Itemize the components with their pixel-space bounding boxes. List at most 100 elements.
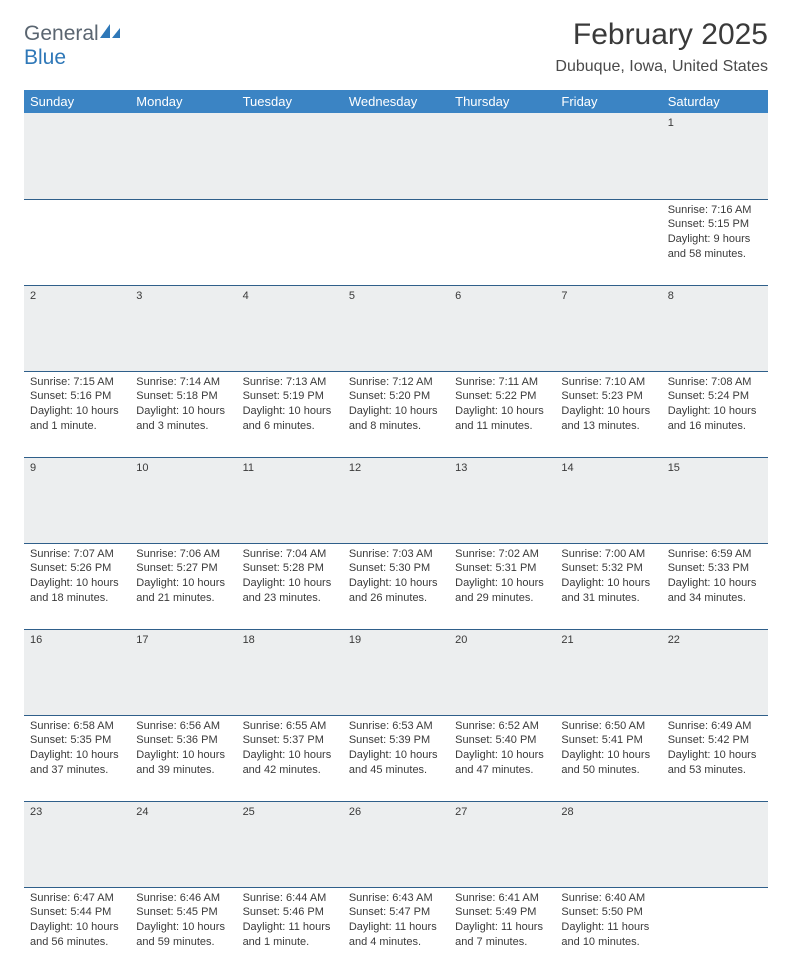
daylight-label: and 31 minutes. xyxy=(561,591,655,606)
daylight-label: Daylight: 10 hours xyxy=(30,576,124,591)
header: GeneralBlue February 2025 Dubuque, Iowa,… xyxy=(24,18,768,76)
sunset-label: Sunset: 5:50 PM xyxy=(561,905,655,920)
sail-icon xyxy=(100,22,122,46)
day-number xyxy=(449,113,555,199)
day-cell: Sunrise: 7:04 AMSunset: 5:28 PMDaylight:… xyxy=(237,543,343,629)
sunrise-label: Sunrise: 6:44 AM xyxy=(243,891,337,906)
day-cell: Sunrise: 6:40 AMSunset: 5:50 PMDaylight:… xyxy=(555,887,661,973)
day-cell: Sunrise: 6:43 AMSunset: 5:47 PMDaylight:… xyxy=(343,887,449,973)
sunrise-label: Sunrise: 6:40 AM xyxy=(561,891,655,906)
sunset-label: Sunset: 5:40 PM xyxy=(455,733,549,748)
daylight-label: Daylight: 11 hours xyxy=(243,920,337,935)
week-row: Sunrise: 6:47 AMSunset: 5:44 PMDaylight:… xyxy=(24,887,768,973)
daylight-label: Daylight: 10 hours xyxy=(349,404,443,419)
daylight-label: Daylight: 11 hours xyxy=(349,920,443,935)
day-cell xyxy=(24,199,130,285)
day-number: 12 xyxy=(343,457,449,543)
daylight-label: Daylight: 10 hours xyxy=(243,748,337,763)
day-number: 1 xyxy=(662,113,768,199)
sunrise-label: Sunrise: 6:53 AM xyxy=(349,719,443,734)
day-cell: Sunrise: 6:56 AMSunset: 5:36 PMDaylight:… xyxy=(130,715,236,801)
day-number: 27 xyxy=(449,801,555,887)
day-number: 13 xyxy=(449,457,555,543)
daylight-label: and 56 minutes. xyxy=(30,935,124,950)
daylight-label: Daylight: 10 hours xyxy=(561,404,655,419)
daylight-label: Daylight: 10 hours xyxy=(561,576,655,591)
day-cell: Sunrise: 7:13 AMSunset: 5:19 PMDaylight:… xyxy=(237,371,343,457)
sunrise-label: Sunrise: 7:07 AM xyxy=(30,547,124,562)
day-cell xyxy=(237,199,343,285)
day-header: Thursday xyxy=(449,90,555,113)
daylight-label: and 1 minute. xyxy=(243,935,337,950)
sunset-label: Sunset: 5:18 PM xyxy=(136,389,230,404)
day-cell xyxy=(555,199,661,285)
daylight-label: Daylight: 10 hours xyxy=(349,576,443,591)
day-cell xyxy=(449,199,555,285)
day-number: 23 xyxy=(24,801,130,887)
day-cell: Sunrise: 7:11 AMSunset: 5:22 PMDaylight:… xyxy=(449,371,555,457)
day-number: 15 xyxy=(662,457,768,543)
day-number xyxy=(24,113,130,199)
sunrise-label: Sunrise: 7:14 AM xyxy=(136,375,230,390)
daylight-label: Daylight: 10 hours xyxy=(136,748,230,763)
daylight-label: Daylight: 9 hours xyxy=(668,232,762,247)
daylight-label: and 34 minutes. xyxy=(668,591,762,606)
sunrise-label: Sunrise: 6:58 AM xyxy=(30,719,124,734)
sunset-label: Sunset: 5:16 PM xyxy=(30,389,124,404)
day-cell: Sunrise: 6:50 AMSunset: 5:41 PMDaylight:… xyxy=(555,715,661,801)
sunrise-label: Sunrise: 6:49 AM xyxy=(668,719,762,734)
daylight-label: and 47 minutes. xyxy=(455,763,549,778)
daylight-label: Daylight: 10 hours xyxy=(668,576,762,591)
daylight-label: Daylight: 10 hours xyxy=(349,748,443,763)
day-cell xyxy=(130,199,236,285)
sunrise-label: Sunrise: 7:10 AM xyxy=(561,375,655,390)
day-cell: Sunrise: 7:14 AMSunset: 5:18 PMDaylight:… xyxy=(130,371,236,457)
day-cell: Sunrise: 6:58 AMSunset: 5:35 PMDaylight:… xyxy=(24,715,130,801)
day-cell: Sunrise: 6:59 AMSunset: 5:33 PMDaylight:… xyxy=(662,543,768,629)
day-number: 9 xyxy=(24,457,130,543)
daylight-label: Daylight: 10 hours xyxy=(561,748,655,763)
sunset-label: Sunset: 5:26 PM xyxy=(30,561,124,576)
sunset-label: Sunset: 5:47 PM xyxy=(349,905,443,920)
sunrise-label: Sunrise: 6:41 AM xyxy=(455,891,549,906)
sunrise-label: Sunrise: 7:02 AM xyxy=(455,547,549,562)
sunset-label: Sunset: 5:19 PM xyxy=(243,389,337,404)
daylight-label: and 16 minutes. xyxy=(668,419,762,434)
sunset-label: Sunset: 5:20 PM xyxy=(349,389,443,404)
daylight-label: Daylight: 10 hours xyxy=(136,576,230,591)
day-number: 25 xyxy=(237,801,343,887)
sunrise-label: Sunrise: 7:11 AM xyxy=(455,375,549,390)
day-number: 20 xyxy=(449,629,555,715)
daylight-label: Daylight: 10 hours xyxy=(455,576,549,591)
sunset-label: Sunset: 5:27 PM xyxy=(136,561,230,576)
daylight-label: Daylight: 10 hours xyxy=(136,920,230,935)
sunrise-label: Sunrise: 7:00 AM xyxy=(561,547,655,562)
logo-blue: Blue xyxy=(24,46,66,69)
sunset-label: Sunset: 5:31 PM xyxy=(455,561,549,576)
day-cell: Sunrise: 7:08 AMSunset: 5:24 PMDaylight:… xyxy=(662,371,768,457)
sunset-label: Sunset: 5:15 PM xyxy=(668,217,762,232)
daylight-label: and 10 minutes. xyxy=(561,935,655,950)
day-number xyxy=(555,113,661,199)
daylight-label: Daylight: 11 hours xyxy=(455,920,549,935)
day-number: 18 xyxy=(237,629,343,715)
day-number: 4 xyxy=(237,285,343,371)
day-cell: Sunrise: 6:49 AMSunset: 5:42 PMDaylight:… xyxy=(662,715,768,801)
day-cell: Sunrise: 6:53 AMSunset: 5:39 PMDaylight:… xyxy=(343,715,449,801)
daylight-label: and 4 minutes. xyxy=(349,935,443,950)
day-cell: Sunrise: 6:41 AMSunset: 5:49 PMDaylight:… xyxy=(449,887,555,973)
sunrise-label: Sunrise: 6:50 AM xyxy=(561,719,655,734)
day-number xyxy=(237,113,343,199)
daylight-label: and 11 minutes. xyxy=(455,419,549,434)
sunrise-label: Sunrise: 6:43 AM xyxy=(349,891,443,906)
week-row: Sunrise: 6:58 AMSunset: 5:35 PMDaylight:… xyxy=(24,715,768,801)
calendar-table: Sunday Monday Tuesday Wednesday Thursday… xyxy=(24,90,768,973)
daynum-row: 1 xyxy=(24,113,768,199)
daylight-label: and 59 minutes. xyxy=(136,935,230,950)
daynum-row: 2345678 xyxy=(24,285,768,371)
daylight-label: Daylight: 10 hours xyxy=(30,748,124,763)
daylight-label: and 7 minutes. xyxy=(455,935,549,950)
day-cell: Sunrise: 7:10 AMSunset: 5:23 PMDaylight:… xyxy=(555,371,661,457)
day-cell: Sunrise: 6:46 AMSunset: 5:45 PMDaylight:… xyxy=(130,887,236,973)
day-cell: Sunrise: 6:44 AMSunset: 5:46 PMDaylight:… xyxy=(237,887,343,973)
